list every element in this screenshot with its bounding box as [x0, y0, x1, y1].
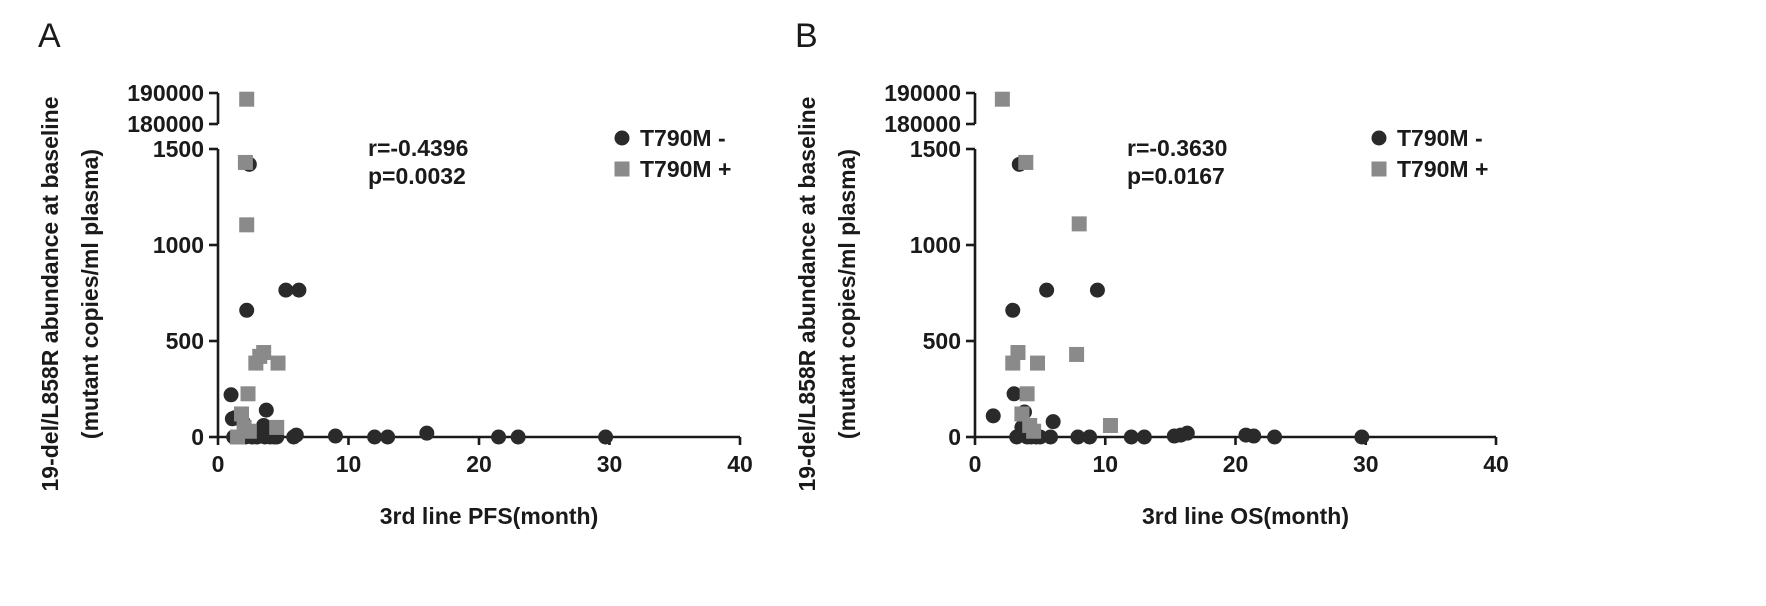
- panel-a-x-tick-label: 0: [212, 451, 225, 477]
- panel-b-point-t790m-minus: [1267, 429, 1283, 445]
- panel-b-y-axis-label: 19-del/L858R abundance at baseline: [794, 97, 820, 492]
- panel-b-point-t790m-minus: [1354, 429, 1370, 445]
- panel-b-point-t790m-minus: [1005, 302, 1021, 318]
- panel-b-point-t790m-plus: [1018, 154, 1034, 170]
- panel-a-x-tick-label: 30: [597, 451, 623, 477]
- panel-b-y-tick-label: 0: [948, 424, 961, 450]
- panel-a-point-t790m-plus: [256, 345, 272, 361]
- panel-a-y-tick-label: 0: [191, 424, 204, 450]
- panel-b-point-t790m-plus: [1014, 406, 1030, 422]
- panel-a-point-t790m-minus: [278, 282, 294, 298]
- panel-a-point-t790m-minus: [598, 429, 614, 445]
- panel-a-y-tick-label: 1000: [153, 232, 204, 258]
- panel-b-point-t790m-minus: [1179, 425, 1195, 441]
- panel-b-x-tick-label: 10: [1092, 451, 1118, 477]
- panel-b-y-tick-label: 1500: [910, 136, 961, 162]
- panel-a-letter: A: [38, 17, 61, 55]
- panel-b-point-t790m-minus: [1043, 429, 1059, 445]
- panel-a-y-tick-label: 500: [166, 328, 204, 354]
- panel-b-point-t790m-plus-break: [994, 91, 1010, 107]
- panel-b-point-t790m-plus: [1010, 345, 1026, 361]
- panel-a-p-annotation: p=0.0032: [368, 163, 466, 189]
- panel-b-point-t790m-minus: [1136, 429, 1152, 445]
- panel-b-legend-marker-t790m-plus: [1371, 161, 1387, 177]
- panel-b-point-t790m-minus: [1006, 386, 1022, 402]
- panel-a-r-annotation: r=-0.4396: [368, 135, 468, 161]
- panel-a-point-t790m-plus: [233, 406, 249, 422]
- panel-a-legend-label-t790m-minus: T790M -: [640, 125, 726, 151]
- panel-a-legend-marker-t790m-minus: [614, 130, 630, 146]
- panel-a-point-t790m-minus: [327, 428, 343, 444]
- panel-a-point-t790m-plus: [240, 386, 256, 402]
- panel-a-point-t790m-minus: [510, 429, 526, 445]
- panel-a-x-tick-label: 40: [727, 451, 753, 477]
- panel-a-point-t790m-plus: [239, 217, 255, 233]
- panel-b-y-break-tick-label: 180000: [884, 111, 961, 137]
- panel-b-legend-label-t790m-plus: T790M +: [1397, 156, 1488, 182]
- panel-b-point-t790m-plus: [1019, 386, 1035, 402]
- panel-b-point-t790m-plus: [1102, 417, 1118, 433]
- panel-b-y-tick-label: 500: [923, 328, 961, 354]
- panel-b-point-t790m-minus: [1070, 429, 1086, 445]
- panel-a-point-t790m-plus: [270, 355, 286, 371]
- panel-a-point-t790m-plus: [241, 423, 257, 439]
- panel-a-point-t790m-minus: [380, 429, 396, 445]
- panel-a-point-t790m-plus: [269, 419, 285, 435]
- panel-b-point-t790m-plus: [1069, 346, 1085, 362]
- panel-b-y-axis-label-units: (mutant copies/ml plasma): [834, 149, 860, 439]
- panel-a-x-tick-label: 20: [466, 451, 492, 477]
- panel-a-y-tick-label: 1500: [153, 136, 204, 162]
- panel-b-r-annotation: r=-0.3630: [1127, 135, 1227, 161]
- panel-b-point-t790m-minus: [1123, 429, 1139, 445]
- panel-a-point-t790m-plus-break: [239, 91, 255, 107]
- panel-a-point-t790m-minus: [291, 282, 307, 298]
- panel-b-y-break-tick-label: 190000: [884, 80, 961, 106]
- panel-b-point-t790m-plus: [1071, 216, 1087, 232]
- panel-b-point-t790m-minus: [1039, 282, 1055, 298]
- panel-b-point-t790m-minus: [1045, 414, 1061, 430]
- panel-b-point-t790m-minus: [1089, 282, 1105, 298]
- panel-b-x-tick-label: 40: [1483, 451, 1509, 477]
- panel-b-point-t790m-minus: [985, 408, 1001, 424]
- panel-a-point-t790m-plus: [237, 154, 253, 170]
- panel-a-y-axis-label-units: (mutant copies/ml plasma): [77, 149, 103, 439]
- panel-a-point-t790m-minus: [367, 429, 383, 445]
- panel-b-x-tick-label: 30: [1353, 451, 1379, 477]
- panel-a-legend-marker-t790m-plus: [614, 161, 630, 177]
- panel-a-point-t790m-minus: [258, 402, 274, 418]
- panel-b-x-tick-label: 20: [1223, 451, 1249, 477]
- panel-a-legend-label-t790m-plus: T790M +: [640, 156, 731, 182]
- panel-a-x-axis-label: 3rd line PFS(month): [380, 503, 599, 529]
- panel-b-letter: B: [795, 17, 818, 55]
- panel-a-point-t790m-minus: [256, 417, 272, 433]
- panel-a-point-t790m-minus: [239, 302, 255, 318]
- panel-a-y-break-tick-label: 190000: [127, 80, 204, 106]
- panel-a-y-break-tick-label: 180000: [127, 111, 204, 137]
- panel-b-x-axis-label: 3rd line OS(month): [1142, 503, 1349, 529]
- panel-b-p-annotation: p=0.0167: [1127, 163, 1225, 189]
- panel-b-point-t790m-minus: [1082, 429, 1098, 445]
- panel-b-legend-marker-t790m-minus: [1371, 130, 1387, 146]
- panel-a-x-tick-label: 10: [336, 451, 362, 477]
- panel-b-point-t790m-plus: [1030, 355, 1046, 371]
- panel-a-point-t790m-minus: [288, 427, 304, 443]
- panel-a-point-t790m-minus: [223, 387, 239, 403]
- panel-a-point-t790m-minus: [419, 425, 435, 441]
- panel-a-point-t790m-minus: [491, 429, 507, 445]
- panel-b-legend-label-t790m-minus: T790M -: [1397, 125, 1483, 151]
- panel-b-point-t790m-plus: [1026, 423, 1042, 439]
- panel-a-y-axis-label: 19-del/L858R abundance at baseline: [37, 97, 63, 492]
- panel-b-x-tick-label: 0: [969, 451, 982, 477]
- panel-b-point-t790m-minus: [1246, 428, 1262, 444]
- panel-b-y-tick-label: 1000: [910, 232, 961, 258]
